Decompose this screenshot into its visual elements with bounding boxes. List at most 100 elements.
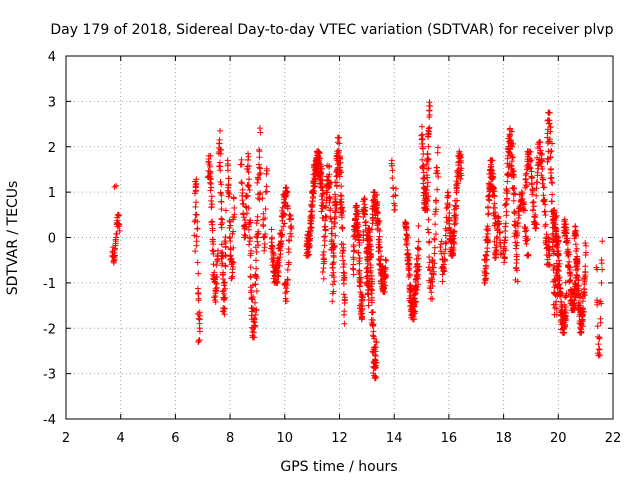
data-point bbox=[556, 260, 563, 267]
data-point bbox=[576, 294, 583, 301]
data-point bbox=[425, 143, 432, 150]
data-point bbox=[497, 251, 504, 258]
data-point bbox=[274, 278, 281, 285]
data-point bbox=[214, 247, 221, 254]
data-point bbox=[513, 267, 520, 274]
data-point bbox=[484, 238, 491, 245]
data-point bbox=[311, 180, 318, 187]
data-point bbox=[191, 232, 198, 239]
data-point bbox=[379, 263, 386, 270]
data-point bbox=[328, 237, 335, 244]
data-point bbox=[376, 244, 383, 251]
data-point bbox=[354, 220, 361, 227]
data-point bbox=[218, 192, 225, 199]
data-point bbox=[359, 294, 366, 301]
data-point bbox=[279, 231, 286, 238]
data-point bbox=[391, 202, 398, 209]
data-point bbox=[288, 233, 295, 240]
data-point bbox=[365, 291, 372, 298]
data-point bbox=[330, 259, 337, 266]
data-point bbox=[440, 261, 447, 268]
data-point bbox=[320, 275, 327, 282]
data-point bbox=[579, 311, 586, 318]
data-point bbox=[221, 282, 228, 289]
data-point bbox=[372, 364, 379, 371]
data-point bbox=[245, 153, 252, 160]
data-point bbox=[229, 269, 236, 276]
data-point bbox=[494, 233, 501, 240]
data-point bbox=[332, 208, 339, 215]
data-point bbox=[319, 196, 326, 203]
data-point bbox=[446, 202, 453, 209]
data-point bbox=[511, 221, 518, 228]
data-point bbox=[412, 299, 419, 306]
data-point bbox=[405, 265, 412, 272]
data-point bbox=[433, 197, 440, 204]
data-point bbox=[574, 256, 581, 263]
data-point bbox=[360, 232, 367, 239]
data-point bbox=[268, 226, 275, 233]
data-point bbox=[426, 259, 433, 266]
data-point bbox=[555, 281, 562, 288]
data-point bbox=[350, 256, 357, 263]
data-point bbox=[553, 212, 560, 219]
data-point bbox=[220, 276, 227, 283]
data-point bbox=[406, 272, 413, 279]
data-point bbox=[501, 254, 508, 261]
data-point bbox=[491, 193, 498, 200]
data-point bbox=[114, 211, 121, 218]
data-point bbox=[209, 221, 216, 228]
data-point bbox=[319, 183, 326, 190]
data-point bbox=[372, 353, 379, 360]
data-point bbox=[221, 305, 228, 312]
data-point bbox=[219, 219, 226, 226]
data-point bbox=[308, 203, 315, 210]
data-point bbox=[257, 129, 264, 136]
data-point bbox=[458, 172, 465, 179]
data-point bbox=[193, 199, 200, 206]
data-point bbox=[496, 220, 503, 227]
data-point bbox=[331, 209, 338, 216]
data-point bbox=[426, 111, 433, 118]
data-point bbox=[288, 215, 295, 222]
data-point bbox=[357, 279, 364, 286]
data-point bbox=[381, 288, 388, 295]
y-tick-label: 1 bbox=[48, 186, 56, 201]
data-point bbox=[452, 212, 459, 219]
data-point bbox=[224, 160, 231, 167]
data-point bbox=[216, 140, 223, 147]
data-point bbox=[434, 144, 441, 151]
data-point bbox=[230, 244, 237, 251]
data-point bbox=[340, 208, 347, 215]
data-point bbox=[224, 167, 231, 174]
data-point bbox=[285, 259, 292, 266]
data-point bbox=[329, 230, 336, 237]
data-point bbox=[358, 303, 365, 310]
data-point bbox=[493, 235, 500, 242]
data-point bbox=[496, 229, 503, 236]
data-point bbox=[501, 202, 508, 209]
data-point bbox=[503, 200, 510, 207]
data-point bbox=[442, 246, 449, 253]
data-point bbox=[555, 252, 562, 259]
x-tick-label: 22 bbox=[605, 431, 622, 446]
data-point bbox=[192, 203, 199, 210]
data-point bbox=[372, 374, 379, 381]
x-axis-label: GPS time / hours bbox=[280, 459, 397, 475]
data-point bbox=[194, 218, 201, 225]
data-point bbox=[270, 251, 277, 258]
data-point bbox=[488, 167, 495, 174]
data-point bbox=[256, 161, 263, 168]
data-point bbox=[454, 180, 461, 187]
data-point bbox=[283, 288, 290, 295]
data-point bbox=[547, 261, 554, 268]
data-point bbox=[505, 170, 512, 177]
data-point bbox=[369, 309, 376, 316]
data-point bbox=[492, 254, 499, 261]
data-point bbox=[336, 140, 343, 147]
data-point bbox=[491, 200, 498, 207]
data-point bbox=[562, 279, 569, 286]
data-point bbox=[330, 288, 337, 295]
data-point bbox=[247, 235, 254, 242]
data-point bbox=[596, 346, 603, 353]
